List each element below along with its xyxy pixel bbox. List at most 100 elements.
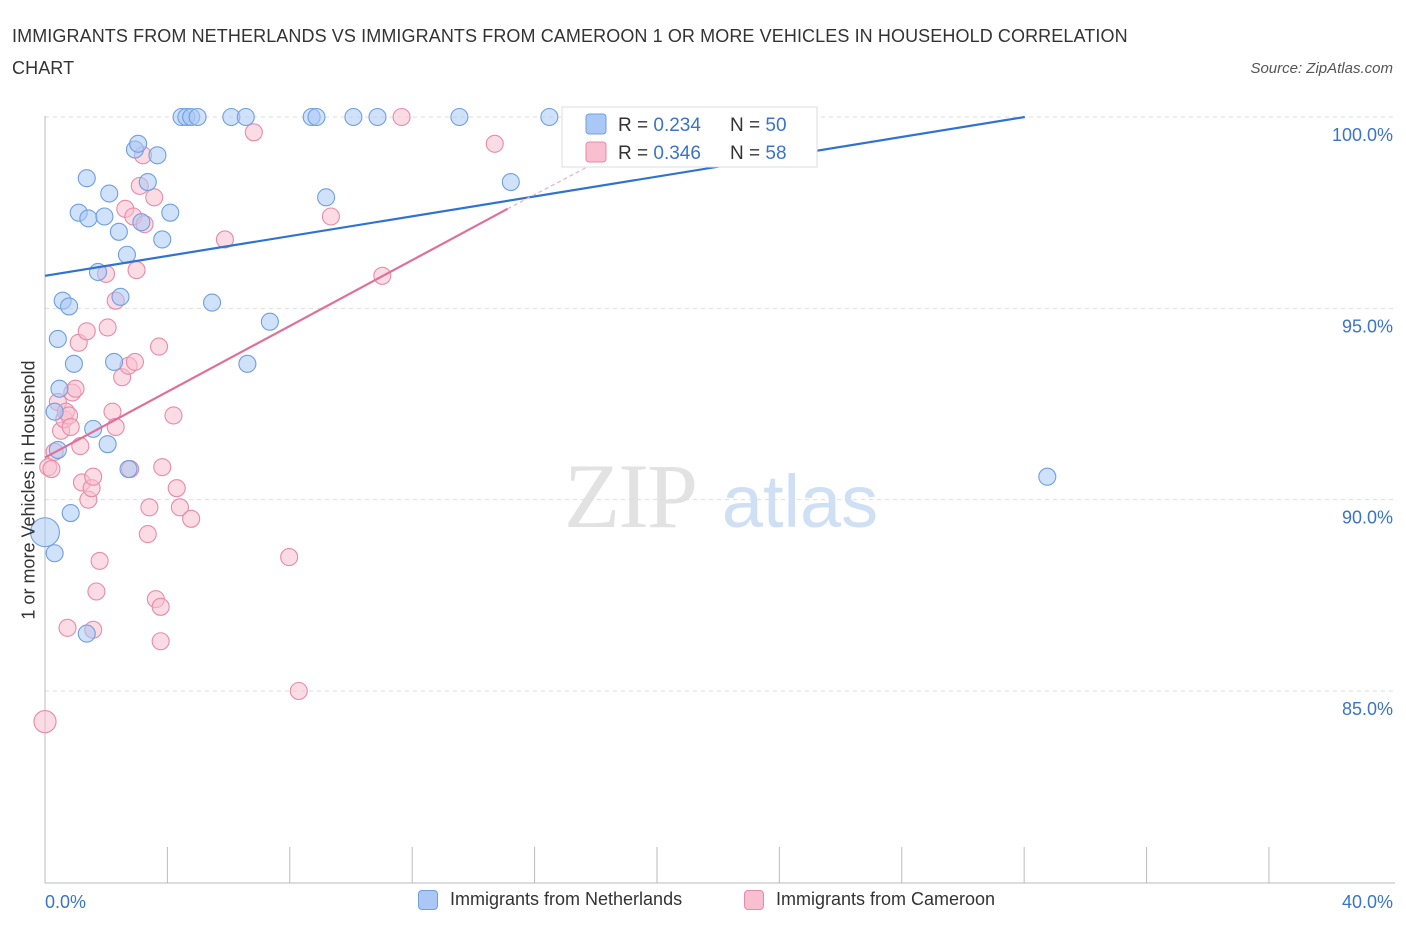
y-tick-label: 100.0% <box>1332 125 1393 145</box>
netherlands-point <box>119 460 138 479</box>
netherlands-point <box>48 329 67 348</box>
cameroon-point <box>106 417 125 437</box>
legend-r-value-netherlands: 0.234 <box>653 115 701 136</box>
legend-swatch-netherlands-bottom <box>418 889 438 910</box>
bottom-legend: Immigrants from Netherlands Immigrants f… <box>0 889 1406 917</box>
y-axis-label: 1 or more Vehicles in Household <box>18 360 39 620</box>
netherlands-point <box>138 173 157 192</box>
cameroon-point <box>58 618 77 637</box>
cameroon-point <box>485 134 504 153</box>
cameroon-point <box>151 632 170 651</box>
source-label: Source: ZipAtlas.com <box>1250 60 1393 77</box>
netherlands-point <box>153 230 172 249</box>
netherlands-point <box>77 624 96 643</box>
cameroon-point <box>71 437 90 456</box>
cameroon-trendline <box>44 207 509 459</box>
netherlands-point <box>501 173 520 192</box>
netherlands-point <box>260 312 279 331</box>
legend-r-value-cameroon: 0.346 <box>653 143 701 164</box>
netherlands-point <box>109 222 128 241</box>
cameroon-point <box>289 681 308 701</box>
netherlands-point <box>540 107 559 127</box>
netherlands-points <box>29 107 1057 643</box>
cameroon-point <box>170 498 189 517</box>
netherlands-point <box>50 379 69 398</box>
netherlands-point <box>45 402 64 421</box>
svg-text:R = 0.234: R = 0.234 <box>618 115 701 136</box>
cameroon-point <box>153 458 172 477</box>
legend-swatch-cameroon-bottom <box>744 889 764 910</box>
legend-item-netherlands[interactable]: Immigrants from Netherlands <box>418 889 682 910</box>
cameroon-point <box>66 379 85 398</box>
svg-text:N = 58: N = 58 <box>730 143 787 164</box>
netherlands-point <box>98 435 117 454</box>
grid-layer <box>45 116 1395 692</box>
netherlands-point <box>307 107 326 127</box>
cameroon-point <box>42 460 61 479</box>
cameroon-point <box>77 322 96 341</box>
y-axis-label-wrap: 1 or more Vehicles in Household <box>14 340 44 640</box>
cameroon-point <box>182 509 201 528</box>
legend-n-label-netherlands: N = <box>730 115 765 136</box>
cameroon-point <box>61 417 80 437</box>
cameroon-point <box>84 467 103 486</box>
netherlands-point <box>100 184 119 203</box>
axis-layer <box>44 116 1395 884</box>
cameroon-point <box>98 318 117 337</box>
legend-label-cameroon: Immigrants from Cameroon <box>776 889 996 909</box>
x-tick-label: 40.0% <box>1342 892 1393 912</box>
y-tick-label: 95.0% <box>1342 316 1393 336</box>
svg-text:N = 50: N = 50 <box>730 115 787 136</box>
netherlands-point <box>79 209 98 228</box>
cameroon-point <box>127 261 146 280</box>
netherlands-point <box>317 188 336 207</box>
netherlands-point <box>45 544 64 563</box>
netherlands-trendline <box>44 115 1025 277</box>
netherlands-point <box>61 504 80 523</box>
netherlands-point <box>344 107 363 127</box>
cameroon-point <box>244 123 263 142</box>
trend-layer <box>44 115 1025 459</box>
correlation-legend: R = 0.234 N = 50 R = 0.346 N = 58 <box>561 106 818 168</box>
netherlands-point <box>203 293 222 312</box>
legend-swatch-cameroon <box>585 141 607 163</box>
netherlands-point <box>1038 467 1057 486</box>
legend-label-netherlands: Immigrants from Netherlands <box>450 889 683 909</box>
cameroon-point <box>33 710 57 734</box>
netherlands-point <box>29 517 60 548</box>
netherlands-point <box>161 203 180 222</box>
netherlands-point <box>368 107 387 127</box>
legend-r-label-cameroon: R = <box>618 143 653 164</box>
cameroon-point <box>392 107 411 127</box>
y-tick-label: 85.0% <box>1342 699 1393 719</box>
legend-swatch-netherlands <box>585 113 607 135</box>
netherlands-point <box>77 169 96 188</box>
netherlands-point <box>60 297 79 316</box>
netherlands-point <box>188 107 207 127</box>
netherlands-point <box>132 213 151 232</box>
watermark-atlas: atlas <box>722 460 878 543</box>
y-tick-label: 90.0% <box>1342 508 1393 528</box>
legend-item-cameroon[interactable]: Immigrants from Cameroon <box>744 889 995 910</box>
cameroon-point <box>321 207 340 226</box>
netherlands-point <box>148 146 167 165</box>
legend-n-value-netherlands: 50 <box>765 115 786 136</box>
netherlands-point <box>105 352 124 371</box>
cameroon-point <box>164 406 183 425</box>
x-tick-label: 0.0% <box>45 892 86 912</box>
cameroon-point <box>140 498 159 517</box>
netherlands-point <box>111 287 130 306</box>
cameroon-point <box>215 230 234 249</box>
cameroon-point <box>280 548 299 567</box>
netherlands-point <box>95 207 114 226</box>
svg-text:R = 0.346: R = 0.346 <box>618 143 701 164</box>
legend-n-value-cameroon: 58 <box>765 143 786 164</box>
watermark-zip: ZIP <box>564 445 696 547</box>
legend-n-label-cameroon: N = <box>730 143 765 164</box>
legend-r-label-netherlands: R = <box>618 115 653 136</box>
cameroon-point <box>149 337 169 356</box>
netherlands-point <box>236 107 255 127</box>
cameroon-point <box>138 525 157 544</box>
netherlands-point <box>64 354 83 373</box>
